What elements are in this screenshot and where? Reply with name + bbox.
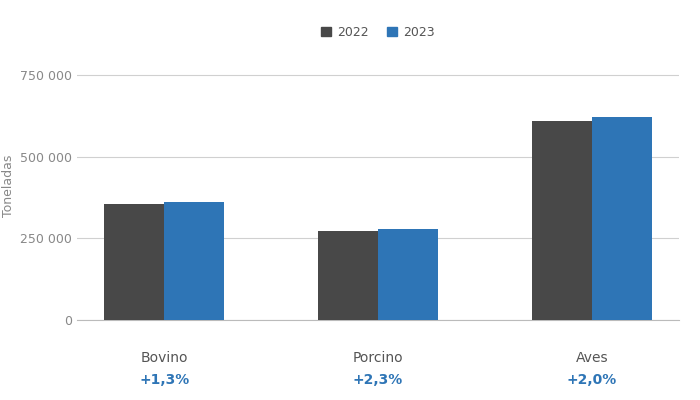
Bar [164, 202, 224, 320]
Text: Porcino: Porcino [353, 350, 403, 364]
Text: +1,3%: +1,3% [139, 373, 189, 387]
Text: +2,0%: +2,0% [567, 373, 617, 387]
Bar [532, 121, 592, 320]
Text: Aves: Aves [575, 350, 608, 364]
Bar [378, 229, 438, 320]
Text: +2,3%: +2,3% [353, 373, 403, 387]
Y-axis label: Toneladas: Toneladas [1, 155, 15, 217]
Bar [318, 231, 378, 320]
Legend: 2022, 2023: 2022, 2023 [318, 24, 438, 42]
Bar [592, 117, 652, 320]
Bar [104, 204, 164, 320]
Text: Bovino: Bovino [141, 350, 188, 364]
